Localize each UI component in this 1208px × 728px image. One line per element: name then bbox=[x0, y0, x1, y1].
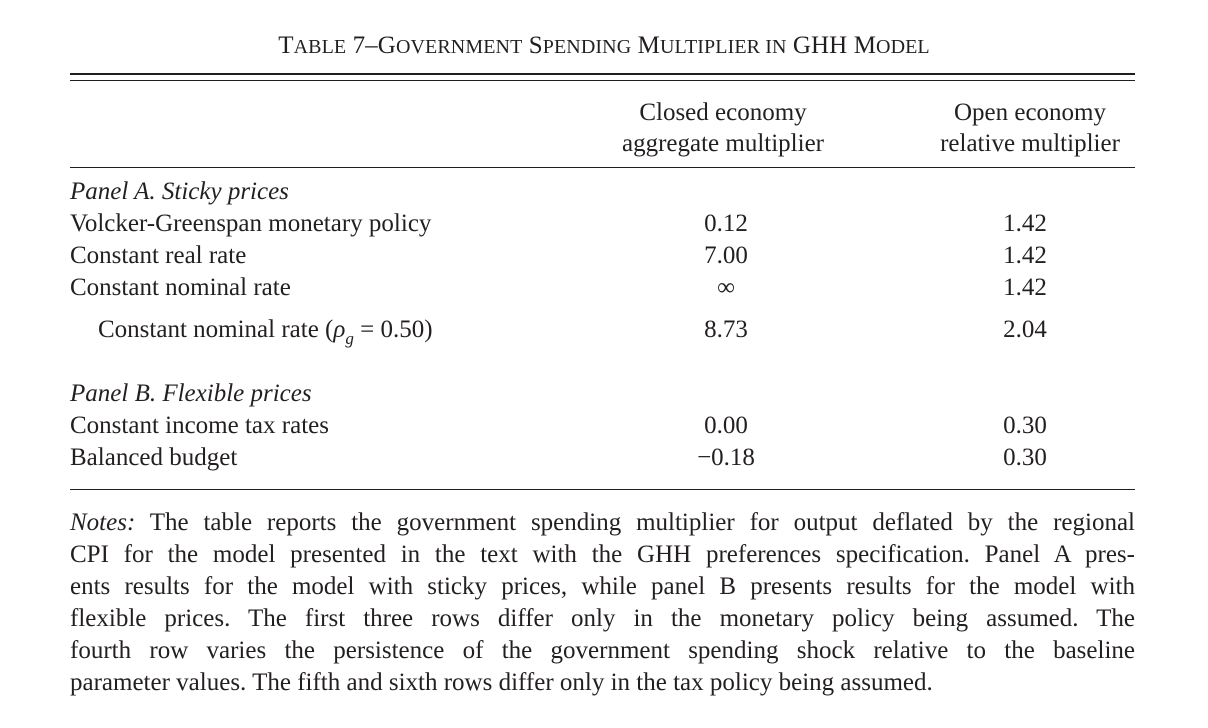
cell-closed: 8.73 bbox=[704, 316, 748, 343]
column-header-closed-line2: aggregate multiplier bbox=[621, 130, 824, 157]
title-part: M bbox=[847, 32, 877, 59]
title-part: ULTIPLIER bbox=[659, 36, 761, 58]
title-part: OVERNMENT bbox=[395, 36, 523, 58]
cell-open: 0.30 bbox=[1003, 444, 1047, 471]
notes-line: parameter values. The fifth and sixth ro… bbox=[70, 669, 933, 696]
column-header-open-line2: relative multiplier bbox=[940, 130, 1120, 157]
subscript-g: g bbox=[345, 329, 354, 348]
cell-open: 1.42 bbox=[1003, 242, 1047, 269]
cell-open: 1.42 bbox=[1003, 274, 1047, 301]
cell-closed: ∞ bbox=[717, 274, 735, 301]
notes-line: CPI for the model presented in the text … bbox=[70, 541, 1135, 568]
title-part: S bbox=[522, 32, 543, 59]
row-label: Volcker-Greenspan monetary policy bbox=[70, 210, 432, 237]
notes-text: The table reports the government spendin… bbox=[135, 509, 1135, 536]
cell-open: 1.42 bbox=[1003, 210, 1047, 237]
notes-line: fourth row varies the persistence of the… bbox=[70, 637, 1135, 664]
column-header-closed-line1: Closed economy bbox=[639, 99, 807, 126]
title-part: 7– bbox=[346, 32, 378, 59]
column-header-open-line1: Open economy bbox=[953, 99, 1107, 126]
column-header-open: Open economy relative multiplier bbox=[915, 97, 1145, 159]
notes-label: Notes: bbox=[70, 509, 136, 536]
cell-closed: −0.18 bbox=[697, 444, 755, 471]
cell-open: 0.30 bbox=[1003, 412, 1047, 439]
panel-b-title: Panel B. Flexible prices bbox=[70, 380, 312, 407]
rho-symbol: ρ bbox=[333, 316, 346, 343]
notes-line: Notes: The table reports the government … bbox=[70, 507, 1135, 539]
row-label-part: Constant nominal rate ( bbox=[98, 316, 334, 343]
cell-open: 2.04 bbox=[1003, 316, 1047, 343]
cell-closed: 7.00 bbox=[704, 242, 748, 269]
panel-a-title: Panel A. Sticky prices bbox=[70, 178, 289, 205]
row-label-part: = 0.50) bbox=[353, 316, 433, 343]
table-title: TABLE 7–GOVERNMENT SPENDING MULTIPLIER I… bbox=[0, 31, 1208, 62]
title-part: ODEL bbox=[876, 36, 930, 58]
row-label: Balanced budget bbox=[70, 444, 238, 471]
notes-line: flexible prices. The first three rows di… bbox=[70, 605, 1135, 632]
notes-line: ents results for the model with sticky p… bbox=[70, 573, 1135, 600]
title-part: GHH bbox=[786, 32, 848, 59]
cell-closed: 0.12 bbox=[704, 210, 748, 237]
row-label: Constant nominal rate bbox=[70, 274, 291, 301]
column-header-closed: Closed economy aggregate multiplier bbox=[593, 97, 853, 159]
row-label: Constant income tax rates bbox=[70, 412, 329, 439]
table-notes: Notes: The table reports the government … bbox=[70, 507, 1135, 699]
header-rule bbox=[70, 167, 1135, 168]
title-part: T bbox=[278, 32, 294, 59]
title-part: PENDING bbox=[542, 36, 632, 58]
title-part: ABLE bbox=[293, 36, 347, 58]
top-double-rule-upper bbox=[70, 73, 1135, 75]
title-part: IN bbox=[760, 36, 787, 58]
title-part: M bbox=[631, 32, 660, 59]
top-double-rule-lower bbox=[70, 80, 1135, 81]
cell-closed: 0.00 bbox=[704, 412, 748, 439]
bottom-rule bbox=[70, 489, 1135, 490]
row-label-persistence: Constant nominal rate (ρg = 0.50) bbox=[98, 314, 433, 348]
row-label: Constant real rate bbox=[70, 242, 247, 269]
title-part: G bbox=[377, 32, 396, 59]
